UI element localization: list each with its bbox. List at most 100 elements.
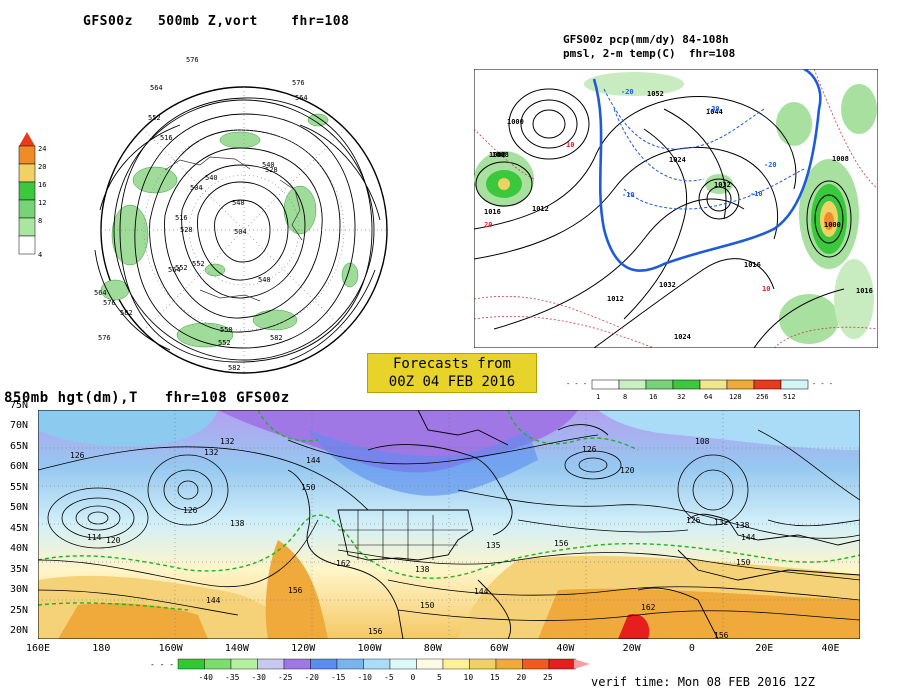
us-map: 1000 1008 1012 1024 1032 1016 1008 1000 … bbox=[474, 69, 878, 348]
us-temp-label: -10 bbox=[750, 190, 763, 198]
latitude-label: 40N bbox=[10, 543, 29, 555]
longitude-label: 160E bbox=[26, 643, 51, 654]
main-panel-title: 850mb hgt(dm),T fhr=108 GFS00z bbox=[4, 390, 290, 406]
svg-text:- - -: - - - bbox=[812, 380, 833, 388]
us-isobar-label: 1008 bbox=[492, 151, 509, 159]
latitude-label: 30N bbox=[10, 584, 29, 596]
polar-contour-label: 564 bbox=[295, 94, 308, 102]
polar-contour-label: 582 bbox=[120, 309, 133, 317]
us-legend-value: 8 bbox=[623, 393, 627, 401]
latitude-label: 65N bbox=[10, 440, 29, 452]
colorbar-swatch bbox=[177, 658, 205, 670]
main-height-labels: 126 132 144 126 132 138 150 114 120 144 … bbox=[70, 437, 756, 639]
polar-legend-value: 20 bbox=[38, 163, 46, 171]
main-contour-label: 144 bbox=[474, 587, 489, 596]
longitude-label: 140W bbox=[224, 643, 249, 654]
polar-graticule bbox=[101, 87, 387, 373]
svg-text:- - -: - - - bbox=[150, 660, 174, 669]
main-contour-label: 156 bbox=[288, 586, 303, 595]
polar-legend-value: 16 bbox=[38, 181, 46, 189]
main-contour-label: 150 bbox=[420, 601, 435, 610]
us-isobar-label: 1032 bbox=[714, 181, 731, 189]
colorbar-labels: -40 -35 -30 -25 -20 -15 -10 -5 0 5 10 15 20 25 bbox=[199, 673, 553, 682]
longitude-label: 20E bbox=[755, 643, 774, 654]
us-legend-value: 256 bbox=[756, 393, 769, 401]
us-legend-value: 16 bbox=[649, 393, 657, 401]
verif-time: verif time: Mon 08 FEB 2016 12Z bbox=[591, 675, 815, 689]
us-isobar-label: 1012 bbox=[607, 295, 624, 303]
main-contour-label: 162 bbox=[641, 603, 656, 612]
colorbar-label: -20 bbox=[305, 673, 320, 682]
main-contour-label: 132 bbox=[204, 448, 219, 457]
polar-contour-label: 528 bbox=[180, 226, 193, 234]
us-legend-value: 128 bbox=[729, 393, 742, 401]
us-isobar-label: 1016 bbox=[856, 287, 873, 295]
us-isobar-label: 1008 bbox=[489, 151, 506, 159]
polar-contour-label: 552 bbox=[148, 114, 161, 122]
colorbar-label: 10 bbox=[464, 673, 474, 682]
polar-contour-label: 582 bbox=[228, 364, 241, 372]
colorbar-label: -40 bbox=[199, 673, 214, 682]
us-panel-title-line2: pmsl, 2-m temp(C) fhr=108 bbox=[563, 47, 736, 60]
colorbar-swatch bbox=[204, 658, 232, 670]
main-contour-label: 150 bbox=[301, 483, 316, 492]
main-contour-label: 156 bbox=[554, 539, 569, 548]
polar-contour-label: 564 bbox=[94, 289, 107, 297]
main-contour-label: 120 bbox=[106, 536, 121, 545]
polar-contour-label: 516 bbox=[175, 214, 188, 222]
latitude-label: 55N bbox=[10, 481, 29, 493]
polar-contour-label: 540 bbox=[205, 174, 218, 182]
longitude-label: 0 bbox=[688, 643, 695, 654]
us-temp-label: 10 bbox=[762, 285, 770, 293]
colorbar-label: -10 bbox=[358, 673, 373, 682]
us-temp-label: -30 bbox=[707, 105, 720, 113]
us-temp-label: -20 bbox=[621, 88, 634, 96]
polar-contour-label: 552 bbox=[192, 260, 205, 268]
main-contour-label: 156 bbox=[714, 631, 729, 639]
polar-contour-label: 528 bbox=[265, 166, 278, 174]
us-pressure-labels: 1000 1008 1012 1024 1032 1016 1008 1000 … bbox=[484, 90, 873, 341]
polar-contour-label: 576 bbox=[186, 56, 199, 64]
main-contour-label: 162 bbox=[336, 559, 351, 568]
main-contour-label: 138 bbox=[415, 565, 430, 574]
polar-contour-label: 540 bbox=[232, 199, 245, 207]
main-state-borders bbox=[338, 510, 468, 560]
polar-legend-arrow bbox=[19, 132, 35, 146]
polar-contour-label: 558 bbox=[220, 326, 233, 334]
polar-contour-label: 552 bbox=[218, 339, 231, 347]
longitude-label: 120W bbox=[291, 643, 316, 654]
latitude-label: 50N bbox=[10, 502, 29, 514]
polar-coastlines bbox=[164, 156, 303, 302]
longitude-label: 180 bbox=[92, 643, 111, 654]
us-legend-value: 32 bbox=[677, 393, 685, 401]
polar-contour-label: 540 bbox=[262, 161, 275, 169]
us-precip-legend: - - - 1 8 16 32 64 128 256 512 - - - bbox=[566, 379, 833, 401]
polar-contour-label: 576 bbox=[292, 79, 305, 87]
colorbar-swatch bbox=[416, 658, 444, 670]
main-contour-label: 108 bbox=[695, 437, 710, 446]
main-contour-label: 156 bbox=[368, 627, 383, 636]
longitude-label: 80W bbox=[423, 643, 442, 654]
us-isobar-label: 1024 bbox=[669, 156, 686, 164]
us-isobar-label: 1032 bbox=[659, 281, 676, 289]
latitude-label: 60N bbox=[10, 461, 29, 473]
us-isobar-label: 1000 bbox=[824, 221, 841, 229]
us-isobar-label: 1052 bbox=[647, 90, 664, 98]
polar-contour-label: 516 bbox=[160, 134, 173, 142]
us-isobar-label: 1024 bbox=[674, 333, 691, 341]
us-temp-label: 20 bbox=[484, 221, 492, 229]
polar-contour-label: 504 bbox=[234, 228, 247, 236]
us-cold-isotherms bbox=[603, 88, 805, 210]
main-contour-label: 132 bbox=[220, 437, 235, 446]
polar-legend-value: 12 bbox=[38, 199, 46, 207]
colorbar-label: -25 bbox=[278, 673, 293, 682]
main-contour-label: 144 bbox=[206, 596, 221, 605]
polar-contour-label: 576 bbox=[103, 299, 116, 307]
colorbar-swatch bbox=[336, 658, 364, 670]
colorbar-swatch bbox=[257, 658, 285, 670]
us-freezing-line bbox=[592, 69, 822, 272]
colorbar-swatch bbox=[389, 658, 417, 670]
main-contour-label: 114 bbox=[87, 533, 102, 542]
polar-contour-label: 540 bbox=[258, 276, 271, 284]
colorbar-swatch bbox=[363, 658, 391, 670]
